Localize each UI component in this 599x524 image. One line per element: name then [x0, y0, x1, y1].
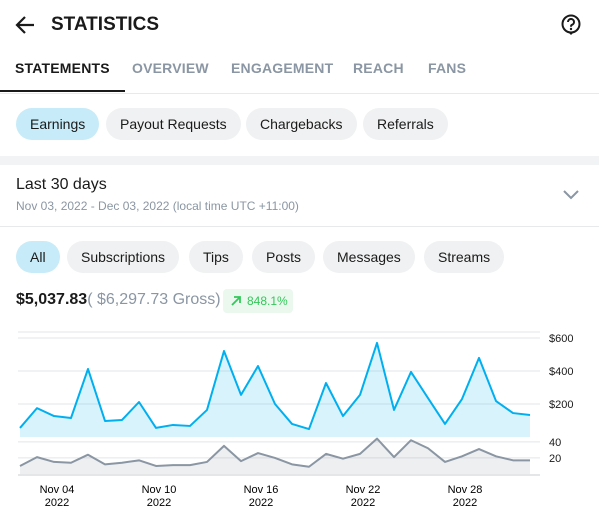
x-tick-year: 2022	[453, 497, 477, 509]
page-title: STATISTICS	[51, 14, 160, 35]
x-tick-year: 2022	[45, 497, 69, 509]
divider	[0, 93, 599, 94]
help-icon[interactable]	[560, 14, 582, 36]
up-arrow	[231, 296, 241, 306]
x-tick-year: 2022	[147, 497, 171, 509]
back-arrow[interactable]	[14, 14, 36, 36]
tab[interactable]: OVERVIEW	[132, 60, 209, 76]
tab-underline	[0, 90, 125, 92]
y-tick-label: $600	[549, 333, 573, 345]
period-title: Last 30 days	[16, 176, 107, 193]
net-amount: $5,037.83	[16, 291, 88, 308]
pill[interactable]: Subscriptions	[67, 241, 180, 273]
line	[19, 437, 530, 468]
pill[interactable]: Tips	[189, 241, 243, 273]
pill[interactable]: Earnings	[16, 108, 100, 140]
chevron[interactable]	[562, 188, 580, 202]
area-fill	[20, 342, 530, 437]
separator	[0, 156, 599, 165]
tab[interactable]: FANS	[428, 60, 467, 76]
y-tick-label: 20	[549, 453, 561, 465]
pill[interactable]: Posts	[252, 241, 316, 273]
divider	[0, 226, 599, 227]
tab[interactable]: ENGAGEMENT	[231, 60, 334, 76]
change-badge: 848.1%	[223, 289, 293, 313]
period-range: Nov 03, 2022 - Dec 03, 2022 (local time …	[16, 199, 299, 213]
x-tick-label: Nov 28	[448, 484, 483, 496]
pill[interactable]: Messages	[323, 241, 415, 273]
x-tick-label: Nov 10	[142, 484, 177, 496]
pill[interactable]: Payout Requests	[106, 108, 241, 140]
pill[interactable]: Streams	[424, 241, 505, 273]
pill[interactable]: Referrals	[363, 108, 448, 140]
x-tick-year: 2022	[249, 497, 273, 509]
y-tick-label: $200	[549, 399, 573, 411]
area-fill	[20, 438, 530, 474]
pill[interactable]: All	[16, 241, 60, 273]
x-tick-label: Nov 22	[346, 484, 381, 496]
change-value: 848.1%	[247, 294, 288, 308]
gross-amount: ( $6,297.73 Gross)	[87, 291, 221, 308]
x-tick-label: Nov 04	[40, 484, 75, 496]
line	[19, 341, 531, 431]
tab[interactable]: STATEMENTS	[0, 60, 125, 92]
x-tick-year: 2022	[351, 497, 375, 509]
tab[interactable]: REACH	[353, 60, 404, 76]
y-tick-label: 40	[549, 437, 561, 449]
summary: $5,037.83( $6,297.73 Gross)	[16, 291, 221, 309]
y-tick-label: $400	[549, 366, 573, 378]
pill[interactable]: Chargebacks	[246, 108, 357, 140]
x-tick-label: Nov 16	[244, 484, 279, 496]
